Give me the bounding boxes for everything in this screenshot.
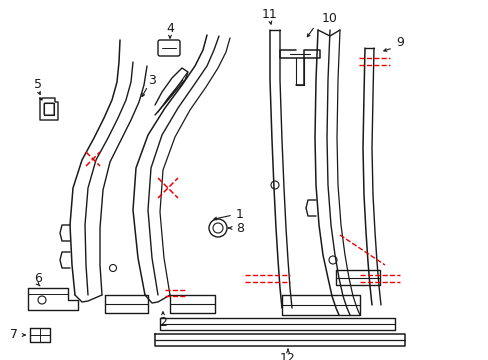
- Text: 3: 3: [148, 73, 156, 86]
- Text: 9: 9: [395, 36, 403, 49]
- Text: 11: 11: [262, 8, 277, 21]
- Text: 6: 6: [34, 271, 42, 284]
- Text: 2: 2: [159, 315, 166, 328]
- Text: 8: 8: [236, 221, 244, 234]
- Text: 12: 12: [280, 351, 295, 360]
- Text: 1: 1: [236, 208, 244, 221]
- Text: 7: 7: [10, 328, 18, 342]
- Text: 10: 10: [322, 12, 337, 24]
- Text: 4: 4: [166, 22, 174, 35]
- Text: 5: 5: [34, 77, 42, 90]
